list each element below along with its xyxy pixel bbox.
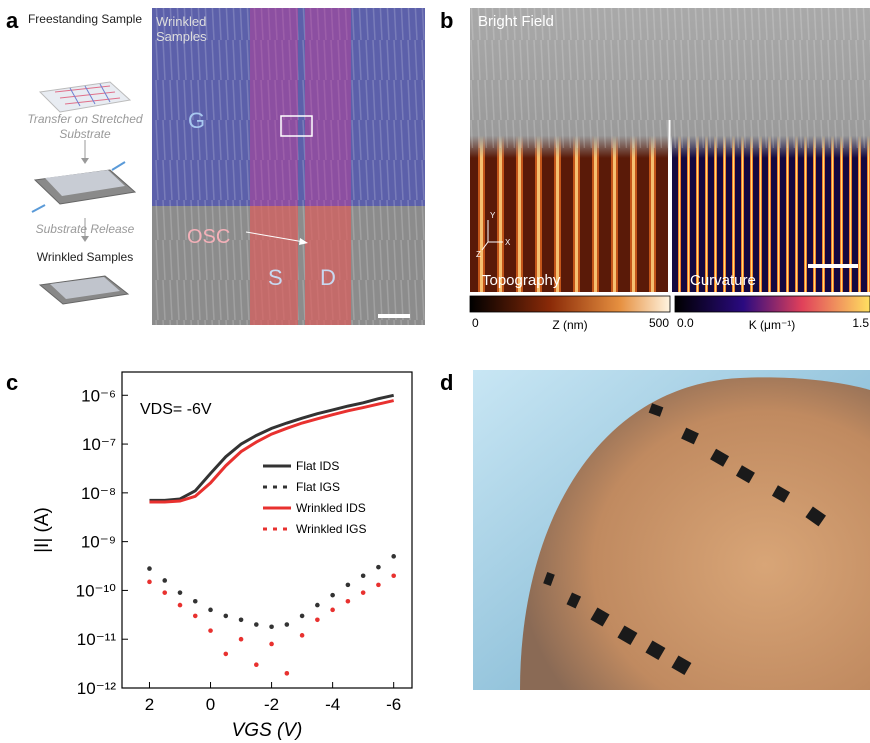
data-point <box>346 599 351 604</box>
y-tick-label: 10⁻¹¹ <box>77 630 117 649</box>
axis-glyph: Y <box>490 211 496 220</box>
legend-label: Flat IDS <box>296 459 339 473</box>
data-point <box>147 580 152 585</box>
colorbar-label: 0.0 <box>677 316 694 330</box>
axis-glyph: Z <box>476 250 481 259</box>
step-label: Freestanding Sample <box>20 12 150 27</box>
colorbar-title: K (μm⁻¹) <box>749 318 796 332</box>
data-point <box>239 637 244 642</box>
data-point <box>315 617 320 622</box>
data-point <box>193 614 198 619</box>
step-label: Substrate Release <box>20 222 150 237</box>
image-label: Topography <box>482 272 561 289</box>
step-label: Transfer on Stretched Substrate <box>20 112 150 142</box>
data-point <box>315 603 320 608</box>
micrograph <box>152 8 425 325</box>
data-point <box>254 622 259 627</box>
data-point <box>285 671 290 676</box>
data-point <box>223 652 228 657</box>
legend-label: Wrinkled IGS <box>296 522 366 536</box>
photo <box>473 370 870 690</box>
data-point <box>208 628 213 633</box>
microscopy-image <box>470 8 870 312</box>
colorbar-label: 500 <box>649 316 669 330</box>
data-point <box>208 608 213 613</box>
y-axis-label: |I| (A) <box>32 507 53 553</box>
image-label: OSC <box>187 226 230 248</box>
data-point <box>391 554 396 559</box>
panel-label: b <box>440 8 453 33</box>
colorbar-label: 1.5 <box>852 316 869 330</box>
panel-label: a <box>6 8 19 33</box>
image-label: Bright Field <box>478 13 554 30</box>
image-label: Curvature <box>690 272 756 289</box>
colorbar-label: 0 <box>472 316 479 330</box>
y-tick-label: 10⁻⁹ <box>81 533 116 552</box>
x-tick-label: -6 <box>386 695 401 714</box>
y-tick-label: 10⁻⁶ <box>81 386 116 405</box>
data-point <box>162 590 167 595</box>
data-point <box>361 590 366 595</box>
data-point <box>330 608 335 613</box>
data-point <box>361 573 366 578</box>
data-point <box>178 590 183 595</box>
figure: a b c d G OSC S D Bright Field Topograph… <box>0 0 870 743</box>
x-tick-label: -2 <box>264 695 279 714</box>
data-point <box>391 573 396 578</box>
data-point <box>269 642 274 647</box>
data-point <box>285 622 290 627</box>
image-label: S <box>268 265 283 290</box>
y-tick-label: 10⁻¹⁰ <box>76 581 117 600</box>
data-point <box>376 583 381 588</box>
data-point <box>162 578 167 583</box>
x-tick-label: -4 <box>325 695 340 714</box>
panel-label: d <box>440 370 453 395</box>
annotation: VDS= -6V <box>140 401 212 418</box>
data-point <box>239 617 244 622</box>
data-point <box>376 565 381 570</box>
x-tick-label: 0 <box>206 695 215 714</box>
legend-label: Flat IGS <box>296 480 340 494</box>
y-tick-label: 10⁻⁷ <box>82 435 116 454</box>
data-point <box>254 662 259 667</box>
data-point <box>300 633 305 638</box>
x-axis-label: VGS (V) <box>232 720 303 741</box>
data-point <box>330 593 335 598</box>
image-label: Wrinkled Samples <box>156 14 226 44</box>
colorbar-title: Z (nm) <box>552 318 587 332</box>
data-point <box>346 583 351 588</box>
x-tick-label: 2 <box>145 695 154 714</box>
axis-glyph: X <box>505 238 511 247</box>
y-tick-label: 10⁻¹² <box>77 679 117 698</box>
legend-label: Wrinkled IDS <box>296 501 366 515</box>
data-point <box>178 603 183 608</box>
chart: 10⁻¹² 10⁻¹¹ 10⁻¹⁰ 10⁻⁹ 10⁻⁸ 10⁻⁷ 10⁻⁶ 2 0 -2 -4 -6 V… <box>32 372 412 741</box>
y-tick-label: 10⁻⁸ <box>81 484 116 503</box>
image-label: G <box>188 108 205 133</box>
data-point <box>147 566 152 571</box>
panel-label: c <box>6 370 18 395</box>
data-point <box>223 614 228 619</box>
data-point <box>193 599 198 604</box>
step-label: Wrinkled Samples <box>20 250 150 265</box>
image-label: D <box>320 265 336 290</box>
data-point <box>300 614 305 619</box>
data-point <box>269 624 274 629</box>
